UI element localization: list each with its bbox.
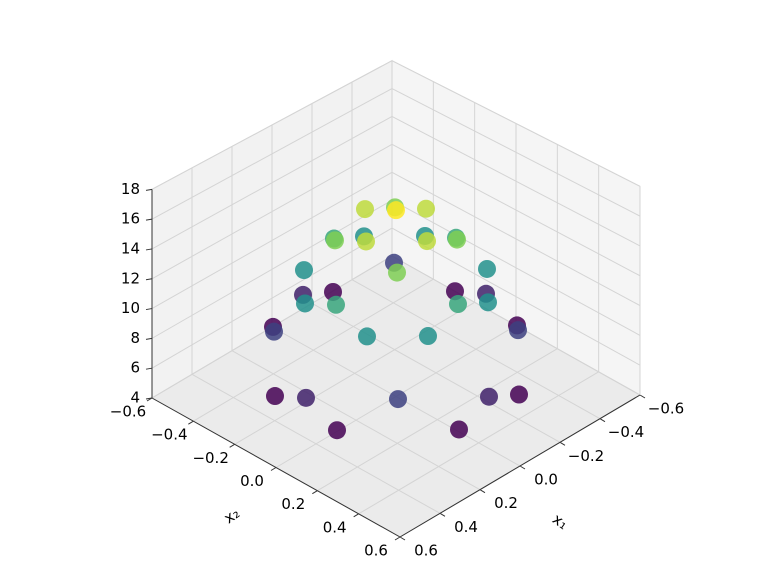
- point: [387, 201, 405, 220]
- tick-mark: [145, 188, 153, 191]
- tick-mark: [270, 467, 277, 471]
- y-tick-label: 0.2: [281, 495, 305, 513]
- tick-mark: [229, 443, 235, 448]
- z-tick-label: 16: [121, 210, 140, 228]
- tick-mark: [599, 418, 606, 423]
- point: [449, 295, 467, 314]
- x-tick-label: 0.4: [454, 518, 478, 536]
- z-tick-label: 14: [121, 239, 140, 257]
- point: [418, 232, 436, 251]
- grid-line: [391, 60, 641, 187]
- grid-line: [317, 348, 558, 492]
- point: [328, 421, 346, 440]
- point: [509, 321, 527, 340]
- point: [357, 232, 375, 251]
- grid-line: [151, 116, 393, 250]
- x-tick-label: −0.2: [568, 447, 604, 465]
- x-tick-label: 0.0: [534, 471, 558, 489]
- tick-mark: [519, 465, 526, 470]
- axis-line: [151, 397, 401, 538]
- y-tick-label: −0.2: [192, 449, 228, 467]
- tick-mark: [145, 367, 153, 370]
- tick-mark: [188, 420, 194, 425]
- point: [356, 200, 374, 219]
- z-tick-label: 12: [121, 269, 140, 287]
- point: [295, 261, 313, 280]
- y-tick-label: 0.0: [240, 472, 264, 490]
- grid-line: [391, 227, 641, 366]
- z-tick-label: 8: [130, 329, 140, 347]
- point: [297, 388, 315, 407]
- point: [326, 231, 344, 250]
- tick-mark: [145, 248, 153, 251]
- x-tick-label: −0.4: [608, 423, 644, 441]
- grid-line: [151, 171, 393, 310]
- point: [419, 327, 437, 346]
- point: [265, 322, 283, 341]
- tick-mark: [353, 513, 359, 518]
- tick-mark: [639, 394, 646, 399]
- point: [480, 387, 498, 406]
- grid-line: [151, 60, 393, 190]
- tick-mark: [145, 308, 153, 311]
- point: [478, 259, 496, 278]
- grid: [145, 60, 646, 541]
- x-tick-label: 0.2: [494, 494, 518, 512]
- z-tick-label: 6: [130, 359, 140, 377]
- grid-line: [391, 88, 641, 217]
- point: [388, 263, 406, 282]
- tick-mark: [145, 218, 153, 221]
- point: [327, 295, 345, 314]
- tick-mark: [145, 278, 153, 281]
- point: [510, 385, 528, 404]
- tick-mark: [394, 536, 401, 541]
- y-tick-label: 0.4: [323, 518, 347, 536]
- grid-line: [193, 278, 434, 422]
- point: [417, 199, 435, 218]
- y-axis-label: x₂: [220, 504, 243, 527]
- tick-mark: [145, 337, 153, 340]
- grid-line: [391, 143, 641, 277]
- tick-mark: [399, 536, 406, 541]
- grid-line: [391, 199, 641, 336]
- grid-line: [234, 301, 475, 445]
- y-tick-label: −0.6: [110, 403, 146, 421]
- grid-line: [391, 171, 641, 307]
- grid-line: [151, 88, 393, 220]
- x-tick-label: 0.6: [414, 542, 438, 560]
- z-tick-label: 4: [130, 389, 140, 407]
- z-tick-label: 10: [121, 299, 140, 317]
- y-tick-label: −0.4: [151, 426, 187, 444]
- grid-line: [151, 199, 393, 339]
- point: [266, 387, 284, 406]
- y-tick-label: 0.6: [364, 542, 388, 560]
- tick-mark: [559, 441, 566, 446]
- axis-line: [399, 394, 641, 538]
- grid-line: [151, 227, 393, 369]
- point: [296, 294, 314, 313]
- point: [358, 327, 376, 346]
- tick-mark: [145, 397, 153, 400]
- point: [448, 230, 466, 249]
- x-axis-label: x₁: [549, 510, 572, 533]
- z-tick-label: 18: [121, 180, 140, 198]
- grid-line: [358, 371, 599, 515]
- grid-line: [391, 116, 641, 247]
- point: [450, 420, 468, 439]
- point: [479, 293, 497, 312]
- tick-mark: [439, 512, 446, 517]
- tick-mark: [312, 490, 318, 495]
- point: [389, 390, 407, 409]
- tick-mark: [479, 489, 486, 494]
- grid-line: [151, 143, 393, 280]
- x-tick-label: −0.6: [648, 400, 684, 418]
- points: [264, 198, 528, 440]
